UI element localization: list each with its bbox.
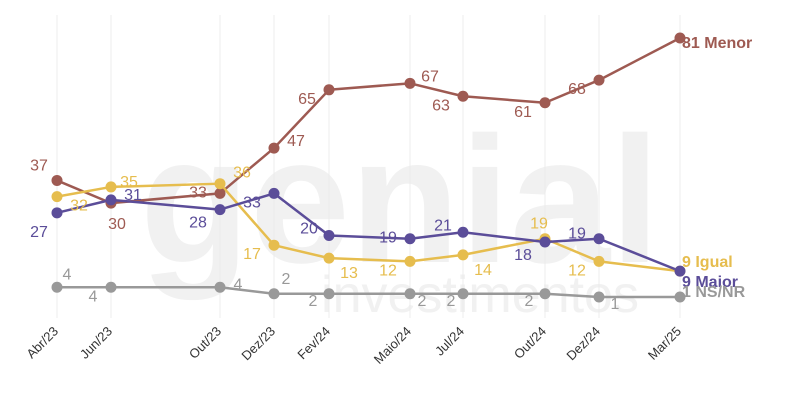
data-label: 17 [243, 246, 261, 263]
data-label: 33 [189, 184, 207, 201]
data-point [268, 187, 280, 199]
data-point [539, 236, 551, 248]
data-label: 28 [189, 215, 207, 232]
data-label: 30 [108, 216, 126, 233]
data-point [268, 142, 280, 154]
data-label: 14 [474, 262, 492, 279]
data-label: 21 [434, 217, 452, 234]
data-point [674, 32, 686, 44]
data-point [323, 288, 335, 300]
data-point [593, 255, 605, 267]
data-point [268, 288, 280, 300]
data-label: 2 [418, 293, 427, 310]
data-label: 36 [233, 165, 251, 182]
series-line [56, 36, 681, 205]
x-axis-ticks: Abr/23 Jun/23 Out/23 Dez/23 Fev/24 Maio/24 Jul… [23, 324, 684, 367]
data-label: 13 [340, 265, 358, 282]
x-tick-label: Jul/24 [432, 324, 467, 359]
data-point [323, 252, 335, 264]
data-label: 68 [568, 81, 586, 98]
data-label: 20 [300, 220, 318, 237]
series-line [56, 192, 681, 273]
data-point [51, 207, 63, 219]
grid [56, 15, 681, 318]
data-point [214, 281, 226, 293]
data-label: 2 [282, 271, 291, 288]
data-label: 1 [611, 296, 620, 313]
data-label: 19 [530, 216, 548, 233]
data-label: 63 [432, 97, 450, 114]
data-point [323, 84, 335, 96]
data-point [539, 288, 551, 300]
data-label: 61 [514, 104, 532, 121]
series-lines [56, 36, 681, 299]
series-end-label: 9 Maior [682, 274, 738, 291]
data-label: 12 [568, 262, 586, 279]
data-point [404, 255, 416, 267]
data-label: 65 [298, 91, 316, 108]
data-point [593, 74, 605, 86]
data-label: 2 [309, 293, 318, 310]
data-point [457, 288, 469, 300]
data-label: 4 [63, 266, 72, 283]
x-tick-label: Jun/23 [77, 324, 115, 362]
data-label: 31 [124, 187, 142, 204]
data-label: 19 [568, 226, 586, 243]
data-point [404, 288, 416, 300]
data-label: 12 [379, 262, 397, 279]
data-label: 27 [30, 224, 48, 241]
data-label: 19 [379, 230, 397, 247]
series-end-label: 9 Igual [682, 254, 733, 271]
x-tick-label: Dez/23 [238, 324, 278, 364]
x-tick-label: Dez/24 [563, 324, 603, 364]
data-point [457, 90, 469, 102]
data-point [674, 265, 686, 277]
data-point [457, 249, 469, 261]
data-label: 4 [234, 276, 243, 293]
data-label: 67 [421, 68, 439, 85]
series-line [56, 182, 681, 273]
series-end-label: 1 NS/NR [682, 284, 746, 301]
data-label: 18 [514, 247, 532, 264]
data-label: 33 [243, 194, 261, 211]
data-label: 37 [30, 157, 48, 174]
data-point [457, 226, 469, 238]
data-point [268, 239, 280, 251]
data-label: 2 [525, 293, 534, 310]
series-line [57, 286, 680, 299]
data-label: 4 [89, 288, 98, 305]
data-point [214, 204, 226, 216]
x-tick-label: Out/24 [511, 324, 549, 362]
x-tick-label: Out/23 [186, 324, 224, 362]
data-point [214, 178, 226, 190]
data-point [593, 291, 605, 303]
data-point [51, 281, 63, 293]
data-point [105, 194, 117, 206]
data-point [51, 174, 63, 186]
data-point [404, 233, 416, 245]
data-point [539, 97, 551, 109]
data-point [674, 291, 686, 303]
data-label: 2 [447, 293, 456, 310]
x-tick-label: Abr/23 [23, 324, 61, 362]
x-tick-label: Maio/24 [371, 324, 414, 367]
data-point [593, 233, 605, 245]
series-points [51, 32, 686, 303]
x-tick-label: Mar/25 [645, 324, 684, 363]
data-point [105, 181, 117, 193]
x-tick-label: Fev/24 [294, 324, 333, 363]
data-point [404, 77, 416, 89]
data-point [105, 281, 117, 293]
data-label: 47 [287, 133, 305, 150]
series-end-label: 81 Menor [682, 35, 752, 52]
data-point [323, 229, 335, 241]
data-point [214, 187, 226, 199]
watermark-brand: genial [140, 100, 660, 301]
data-point [51, 191, 63, 203]
data-label: 32 [70, 198, 88, 215]
data-label: 35 [120, 174, 138, 191]
